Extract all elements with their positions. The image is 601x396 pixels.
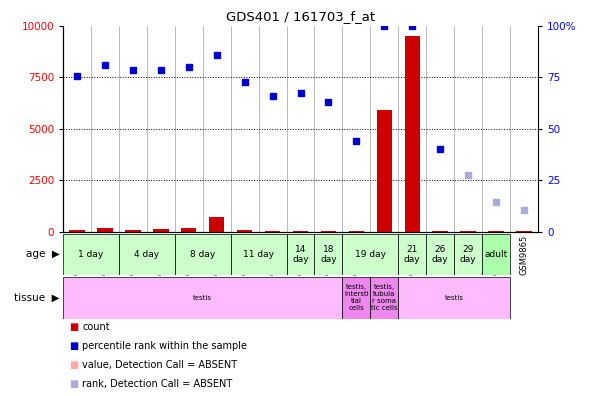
Bar <box>398 234 426 275</box>
Text: GDS401 / 161703_f_at: GDS401 / 161703_f_at <box>226 10 375 23</box>
Text: ■: ■ <box>69 360 78 370</box>
Text: 26
day: 26 day <box>432 245 448 264</box>
Text: 11 day: 11 day <box>243 250 274 259</box>
Bar <box>125 230 141 232</box>
Text: ■: ■ <box>69 322 78 332</box>
Text: age  ▶: age ▶ <box>26 249 60 259</box>
Bar <box>426 234 454 275</box>
Text: adult: adult <box>484 250 508 259</box>
Text: tissue  ▶: tissue ▶ <box>14 293 60 303</box>
Bar <box>489 231 504 232</box>
Bar <box>460 231 476 232</box>
Text: 21
day: 21 day <box>404 245 421 264</box>
Bar <box>237 230 252 232</box>
Text: testis,
intersti
tial
cells: testis, intersti tial cells <box>344 284 369 312</box>
Bar <box>398 277 510 319</box>
Bar <box>433 231 448 232</box>
Bar <box>63 277 343 319</box>
Text: 14
day: 14 day <box>292 245 309 264</box>
Bar <box>293 231 308 232</box>
Bar <box>482 234 510 275</box>
Bar <box>231 234 287 275</box>
Text: 1 day: 1 day <box>78 250 103 259</box>
Bar <box>343 234 398 275</box>
Bar <box>69 230 85 232</box>
Bar <box>516 231 532 232</box>
Text: ■: ■ <box>69 379 78 389</box>
Bar <box>181 228 197 232</box>
Text: value, Detection Call = ABSENT: value, Detection Call = ABSENT <box>82 360 237 370</box>
Text: 8 day: 8 day <box>190 250 215 259</box>
Bar <box>265 231 280 232</box>
Bar <box>209 217 224 232</box>
Text: 29
day: 29 day <box>460 245 477 264</box>
Text: testis,
tubula
r soma
tic cells: testis, tubula r soma tic cells <box>371 284 398 312</box>
Text: 19 day: 19 day <box>355 250 386 259</box>
Text: 4 day: 4 day <box>135 250 159 259</box>
Bar <box>349 231 364 232</box>
Bar <box>314 234 343 275</box>
Bar <box>119 234 175 275</box>
Bar <box>287 234 314 275</box>
Bar <box>63 234 119 275</box>
Text: rank, Detection Call = ABSENT: rank, Detection Call = ABSENT <box>82 379 233 389</box>
Text: ■: ■ <box>69 341 78 351</box>
Text: percentile rank within the sample: percentile rank within the sample <box>82 341 248 351</box>
Bar <box>454 234 482 275</box>
Text: testis: testis <box>445 295 463 301</box>
Bar <box>153 229 168 232</box>
Bar <box>97 228 112 232</box>
Bar <box>404 36 420 232</box>
Bar <box>343 277 370 319</box>
Bar <box>175 234 231 275</box>
Bar <box>370 277 398 319</box>
Bar <box>377 110 392 232</box>
Text: count: count <box>82 322 110 332</box>
Text: 18
day: 18 day <box>320 245 337 264</box>
Text: testis: testis <box>194 295 212 301</box>
